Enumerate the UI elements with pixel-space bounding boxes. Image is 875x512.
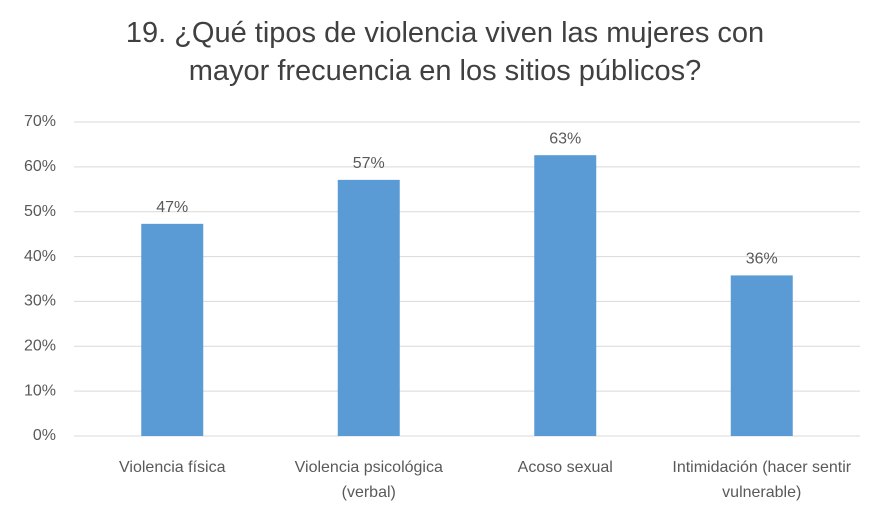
y-tick-label: 30% [24,293,56,310]
x-tick-label: Acoso sexual [517,459,613,476]
data-label: 57% [353,155,385,172]
y-tick-label: 70% [24,113,56,130]
y-tick-label: 0% [33,427,56,444]
data-label: 63% [549,130,581,147]
bar [730,275,793,436]
data-label: 36% [746,251,778,268]
y-tick-label: 60% [24,158,56,175]
x-tick-label: Violencia psicológica (verbal) [294,459,443,501]
x-tick-label: Intimidación (hacer sentir vulnerable) [672,459,852,501]
chart-title: 19. ¿Qué tipos de violencia viven las mu… [125,17,765,87]
bar [141,223,204,436]
y-tick-label: 10% [24,382,56,399]
bar [337,179,400,436]
y-tick-label: 40% [24,248,56,265]
data-label: 47% [156,199,188,216]
y-tick-label: 50% [24,203,56,220]
y-tick-label: 20% [24,338,56,355]
bar [534,155,597,437]
x-tick-label: Violencia física [119,459,226,476]
